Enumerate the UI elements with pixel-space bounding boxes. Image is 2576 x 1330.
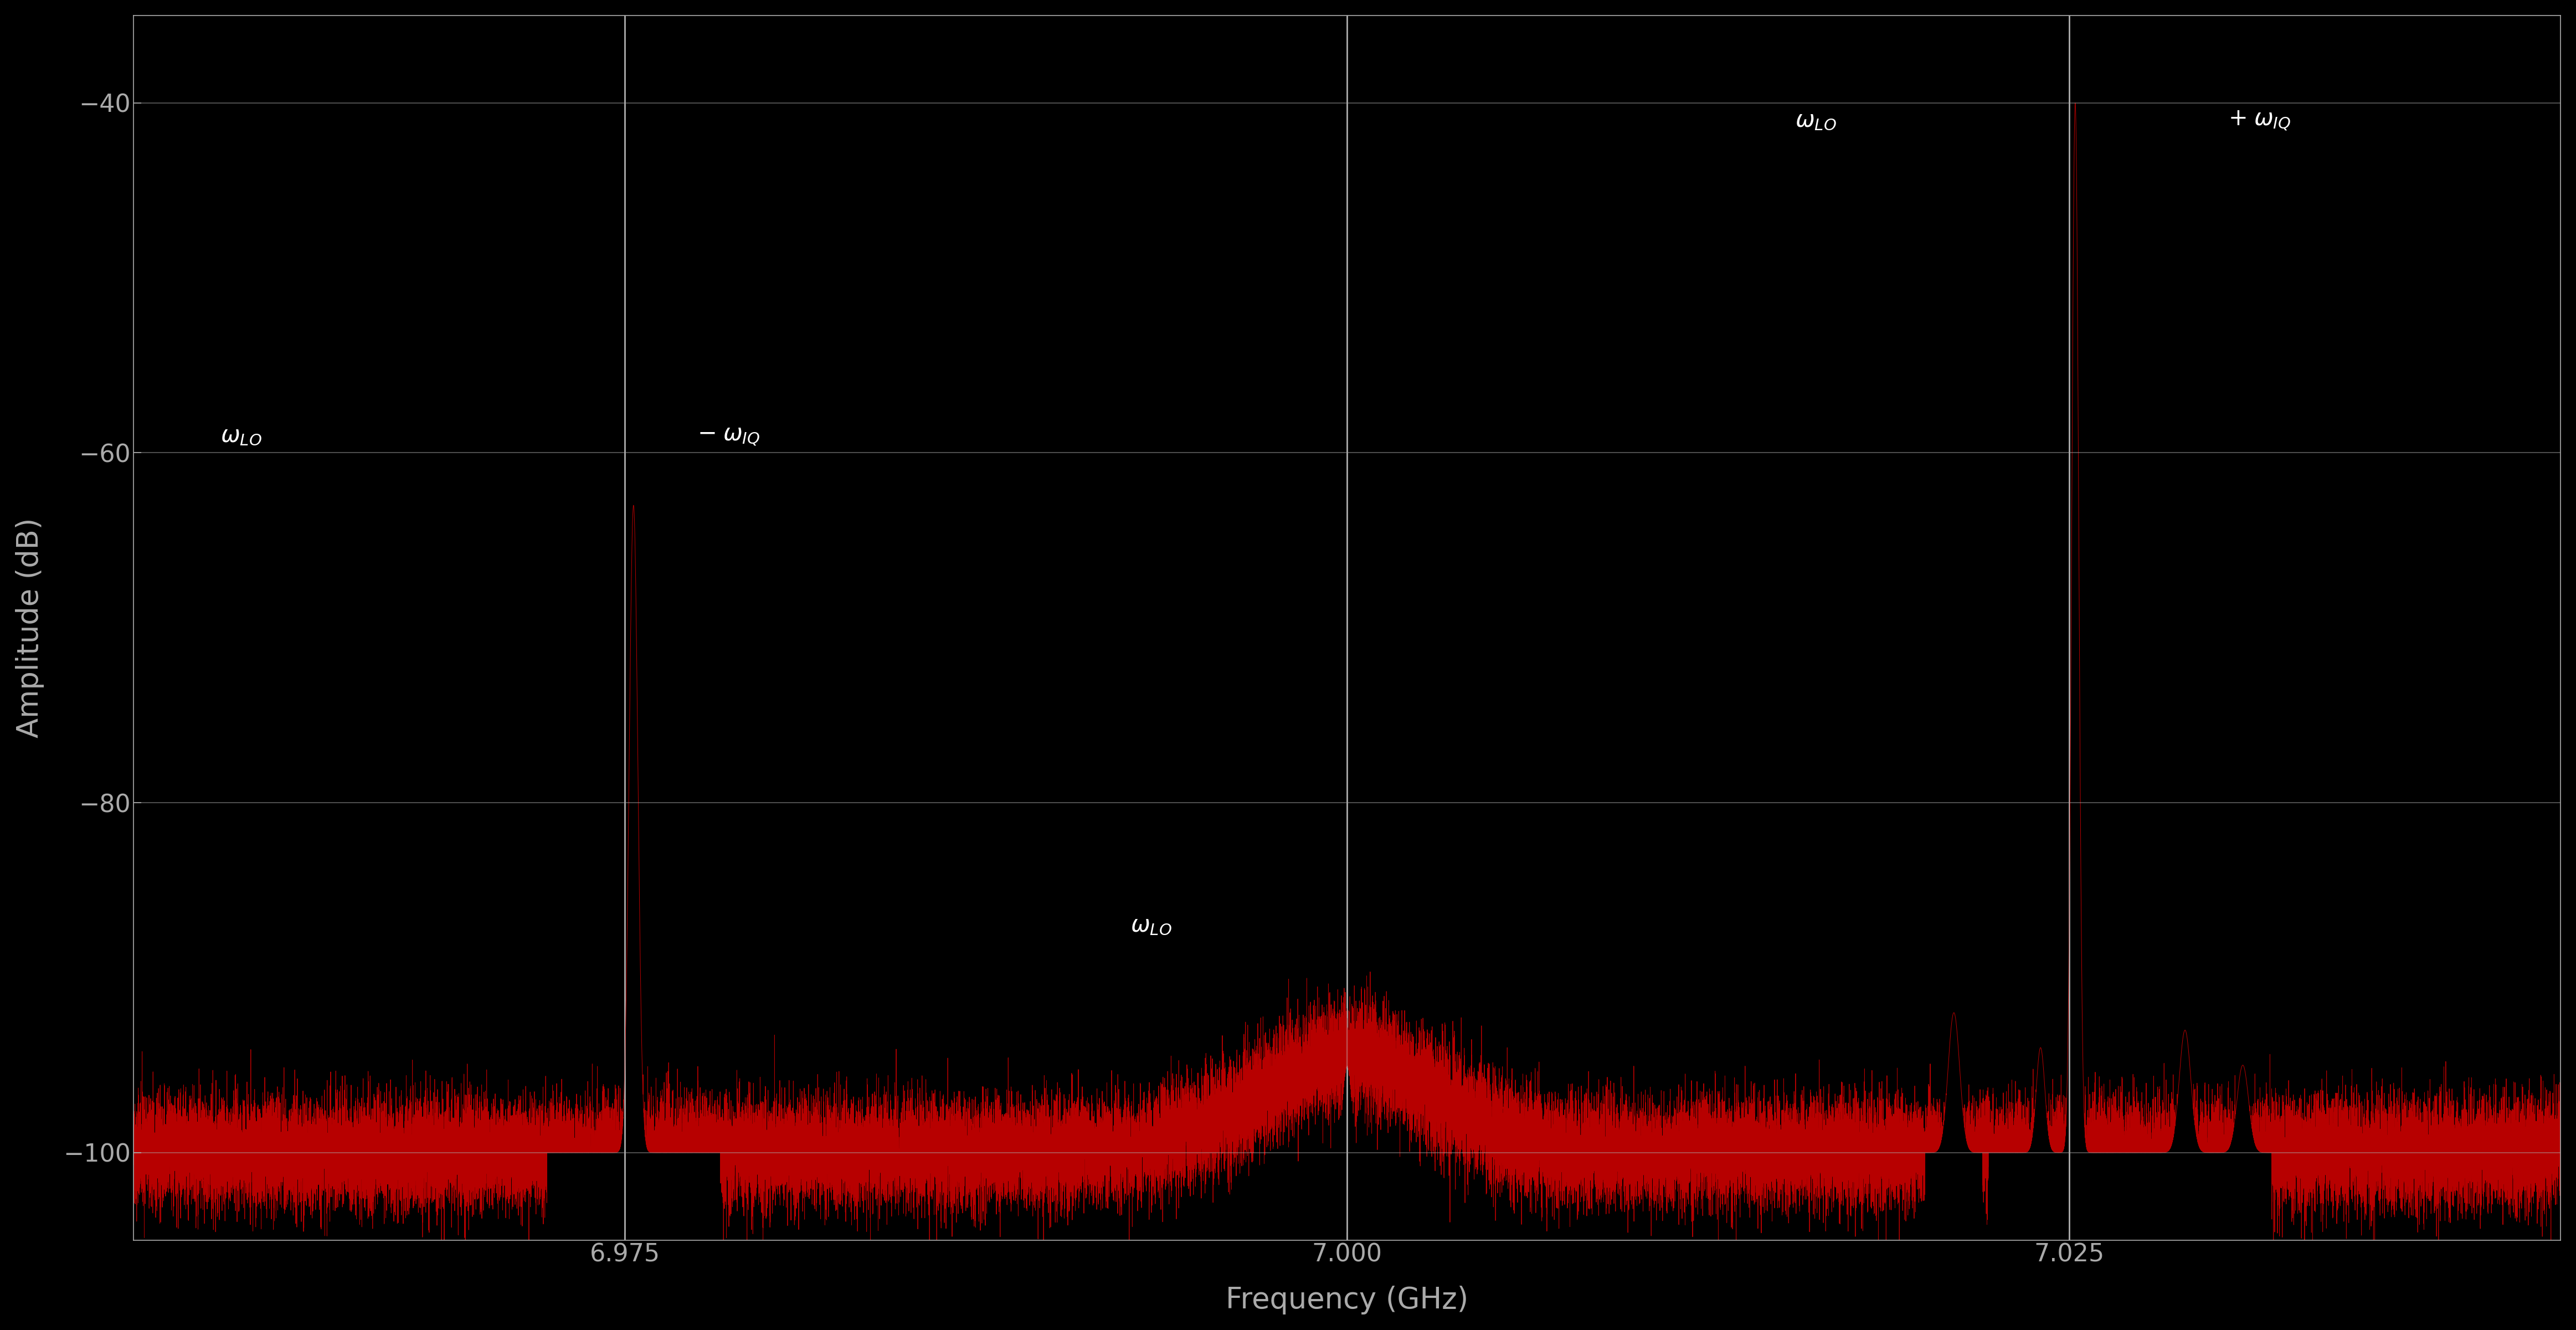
Text: $\omega_{LO}$: $\omega_{LO}$ [1795,109,1837,132]
X-axis label: Frequency (GHz): Frequency (GHz) [1226,1286,1468,1314]
Text: $\omega_{LO}$: $\omega_{LO}$ [1131,914,1172,936]
Text: $-\;\omega_{IQ}$: $-\;\omega_{IQ}$ [698,424,760,447]
Text: $+\;\omega_{IQ}$: $+\;\omega_{IQ}$ [2228,109,2290,132]
Y-axis label: Amplitude (dB): Amplitude (dB) [15,517,44,738]
Text: $\omega_{LO}$: $\omega_{LO}$ [222,424,263,447]
